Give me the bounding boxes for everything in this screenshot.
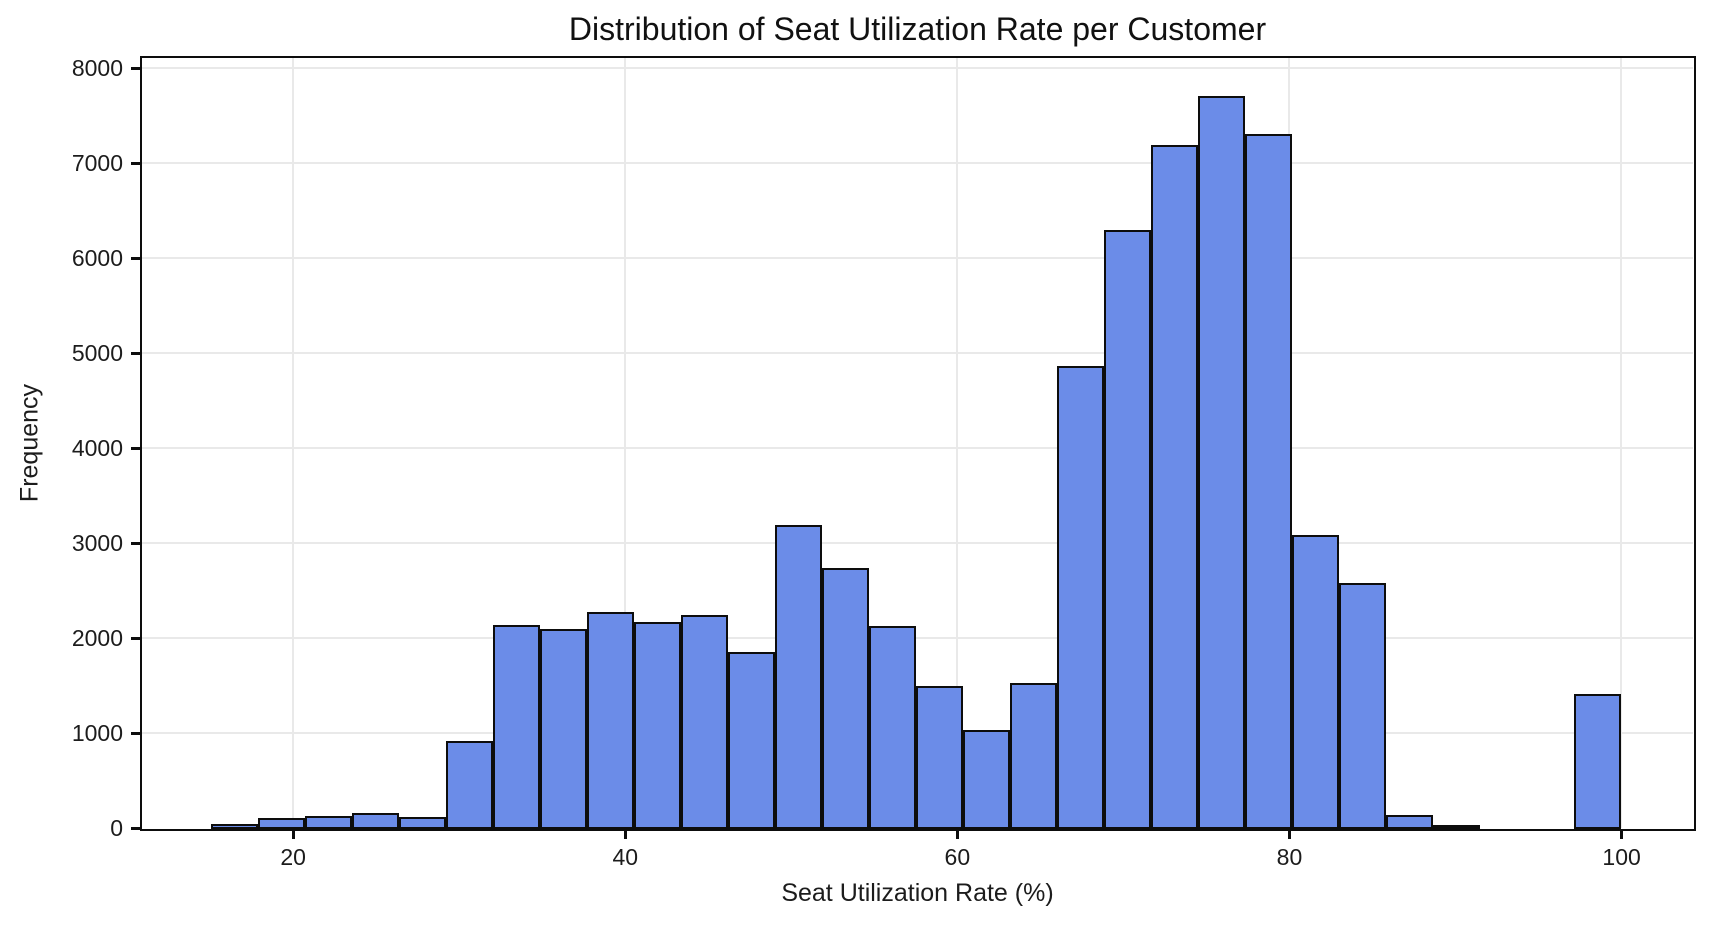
y-tick-mark	[131, 826, 140, 830]
histogram-bar	[446, 741, 494, 829]
y-tick-label: 0	[110, 815, 123, 841]
x-tick-mark	[1287, 830, 1291, 839]
x-gridline	[623, 57, 626, 828]
y-tick-label: 7000	[71, 150, 123, 177]
chart-title: Distribution of Seat Utilization Rate pe…	[568, 11, 1267, 47]
histogram-bar	[211, 823, 259, 829]
y-tick-mark	[131, 351, 140, 355]
y-gridline	[141, 256, 1693, 259]
plot-area	[139, 55, 1696, 831]
y-tick-mark	[131, 731, 140, 735]
y-tick-label: 5000	[71, 340, 123, 367]
x-tick-label: 60	[944, 844, 971, 870]
histogram-bar	[775, 524, 823, 829]
y-gridline	[141, 446, 1693, 449]
x-tick-mark	[623, 830, 627, 839]
y-tick-label: 2000	[71, 625, 123, 652]
x-axis-label: Seat Utilization Rate (%)	[781, 879, 1054, 907]
y-gridline	[141, 541, 1693, 544]
y-tick-mark	[131, 66, 140, 70]
x-tick-mark	[291, 830, 295, 839]
histogram-bar	[1198, 95, 1246, 829]
y-tick-mark	[131, 446, 140, 450]
y-tick-label: 6000	[71, 245, 123, 272]
histogram-bar	[1433, 824, 1481, 829]
histogram-bar	[963, 729, 1011, 829]
histogram-bar	[822, 568, 870, 829]
histogram-bar	[634, 621, 682, 829]
histogram-bar	[587, 612, 635, 829]
x-tick-mark	[955, 830, 959, 839]
y-gridline	[141, 66, 1693, 69]
y-tick-label: 3000	[71, 530, 123, 557]
y-tick-label: 1000	[71, 720, 123, 747]
histogram-bar	[1339, 582, 1387, 829]
histogram-bar	[258, 818, 306, 829]
y-tick-label: 4000	[71, 435, 123, 462]
x-tick-label: 20	[280, 844, 306, 870]
histogram-bar	[1151, 144, 1199, 829]
y-tick-mark	[131, 256, 140, 260]
histogram-bar	[681, 614, 729, 829]
y-gridline	[141, 351, 1693, 354]
y-tick-mark	[131, 541, 140, 545]
histogram-bar	[869, 626, 917, 829]
x-gridline	[1620, 57, 1623, 828]
y-gridline	[141, 636, 1693, 639]
histogram-bar	[493, 625, 541, 829]
x-gridline	[291, 57, 294, 828]
histogram-bar	[1104, 230, 1152, 829]
histogram-bar	[399, 816, 447, 829]
histogram-bar	[1574, 693, 1622, 829]
y-tick-mark	[131, 161, 140, 165]
histogram-bar	[540, 629, 588, 829]
histogram-bar	[1245, 133, 1293, 829]
x-tick-label: 80	[1276, 844, 1303, 870]
x-tick-label: 40	[612, 844, 639, 870]
histogram-bar	[916, 686, 964, 829]
histogram-bar	[1386, 815, 1434, 829]
x-tick-mark	[1620, 830, 1624, 839]
x-gridline	[955, 57, 958, 828]
histogram-bar	[305, 815, 353, 829]
y-tick-label: 8000	[71, 55, 123, 82]
histogram-bar	[352, 813, 400, 829]
histogram-bar	[1010, 683, 1058, 829]
y-gridline	[141, 161, 1693, 164]
x-tick-label: 100	[1602, 844, 1641, 870]
y-tick-mark	[131, 636, 140, 640]
histogram-bar	[728, 651, 776, 829]
histogram-bar	[1292, 535, 1340, 829]
histogram-bar	[1057, 366, 1105, 829]
